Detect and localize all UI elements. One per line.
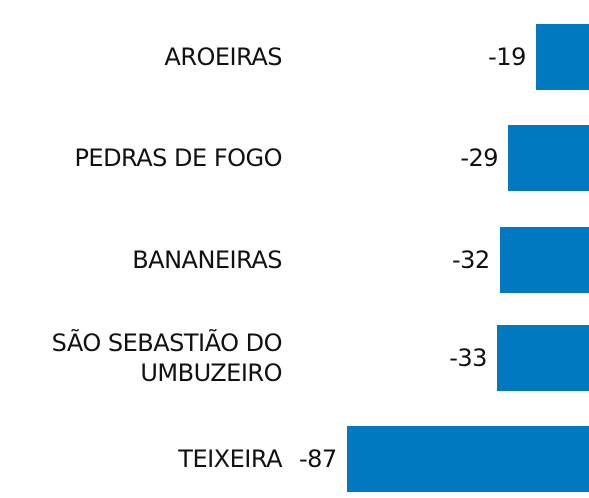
- bar: [499, 227, 589, 293]
- value-label: -33: [449, 344, 487, 372]
- value-label: -19: [488, 43, 526, 71]
- value-label: -87: [299, 445, 337, 473]
- category-label: BANANEIRAS: [132, 246, 282, 274]
- bar: [536, 24, 589, 90]
- category-label: PEDRAS DE FOGO: [74, 144, 282, 172]
- category-label: TEIXEIRA: [178, 445, 282, 473]
- value-label: -29: [460, 144, 499, 172]
- category-label: SÃO SEBASTIÃO DO UMBUZEIRO: [51, 329, 283, 387]
- bar: [347, 426, 589, 492]
- category-label: AROEIRAS: [164, 43, 282, 71]
- bar: [508, 125, 589, 191]
- bar: [497, 325, 589, 391]
- value-label: -32: [451, 246, 490, 274]
